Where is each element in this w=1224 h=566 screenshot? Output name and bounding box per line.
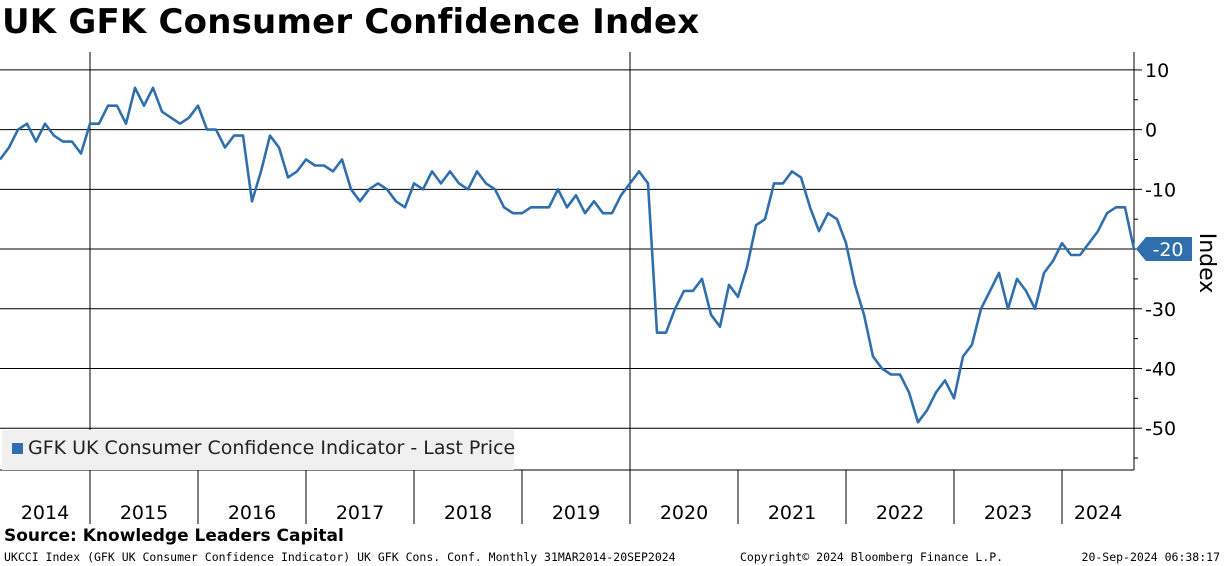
x-tick-label: 2014 (21, 502, 69, 524)
x-tick-label: 2015 (120, 502, 168, 524)
y-tick-label: -10 (1145, 179, 1176, 201)
legend-label: GFK UK Consumer Confidence Indicator - L… (28, 437, 516, 459)
x-tick-label: 2019 (552, 502, 600, 524)
x-tick-label: 2024 (1074, 502, 1122, 524)
footer-description: UKCCI Index (GFK UK Consumer Confidence … (4, 550, 676, 564)
source-note: Source: Knowledge Leaders Capital (4, 526, 344, 546)
y-tick-label: -50 (1145, 418, 1176, 440)
footer-copyright: Copyright© 2024 Bloomberg Finance L.P. (740, 550, 1004, 564)
x-tick-label: 2023 (984, 502, 1032, 524)
y-tick-label: -40 (1145, 358, 1176, 380)
legend (2, 430, 514, 470)
x-tick-label: 2017 (336, 502, 384, 524)
x-axis: 2014 2015 2016 2017 2018 2019 2020 2021 2022 2023… (0, 469, 1134, 524)
last-value-tag-shape (1136, 237, 1192, 262)
y-axis-label: Index (1194, 233, 1219, 294)
chart-title: UK GFK Consumer Confidence Index (2, 2, 700, 42)
x-tick-label: 2021 (768, 502, 816, 524)
last-value-label: -20 (1152, 239, 1183, 261)
y-tick-label: 10 (1145, 60, 1169, 82)
x-tick-label: 2016 (228, 502, 276, 524)
last-value-tag: -20 (1136, 237, 1192, 262)
x-tick-label: 2020 (660, 502, 708, 524)
y-tick-label: 0 (1145, 120, 1157, 142)
legend-swatch (12, 443, 23, 454)
x-tick-label: 2018 (444, 502, 492, 524)
gridlines (0, 52, 1134, 524)
footer-timestamp: 20-Sep-2024 06:38:17 (1081, 550, 1220, 564)
y-tick-label: -30 (1145, 299, 1176, 321)
x-tick-label: 2022 (876, 502, 924, 524)
series-line (0, 86, 1136, 424)
